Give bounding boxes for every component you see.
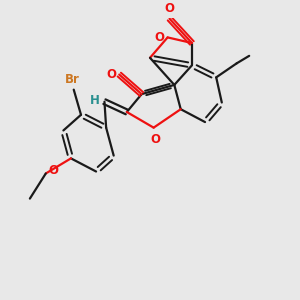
Text: O: O xyxy=(165,2,175,15)
Text: O: O xyxy=(106,68,116,81)
Text: O: O xyxy=(150,133,160,146)
Text: H: H xyxy=(90,94,99,107)
Text: O: O xyxy=(154,31,164,44)
Text: O: O xyxy=(48,164,58,177)
Text: Br: Br xyxy=(65,73,80,86)
